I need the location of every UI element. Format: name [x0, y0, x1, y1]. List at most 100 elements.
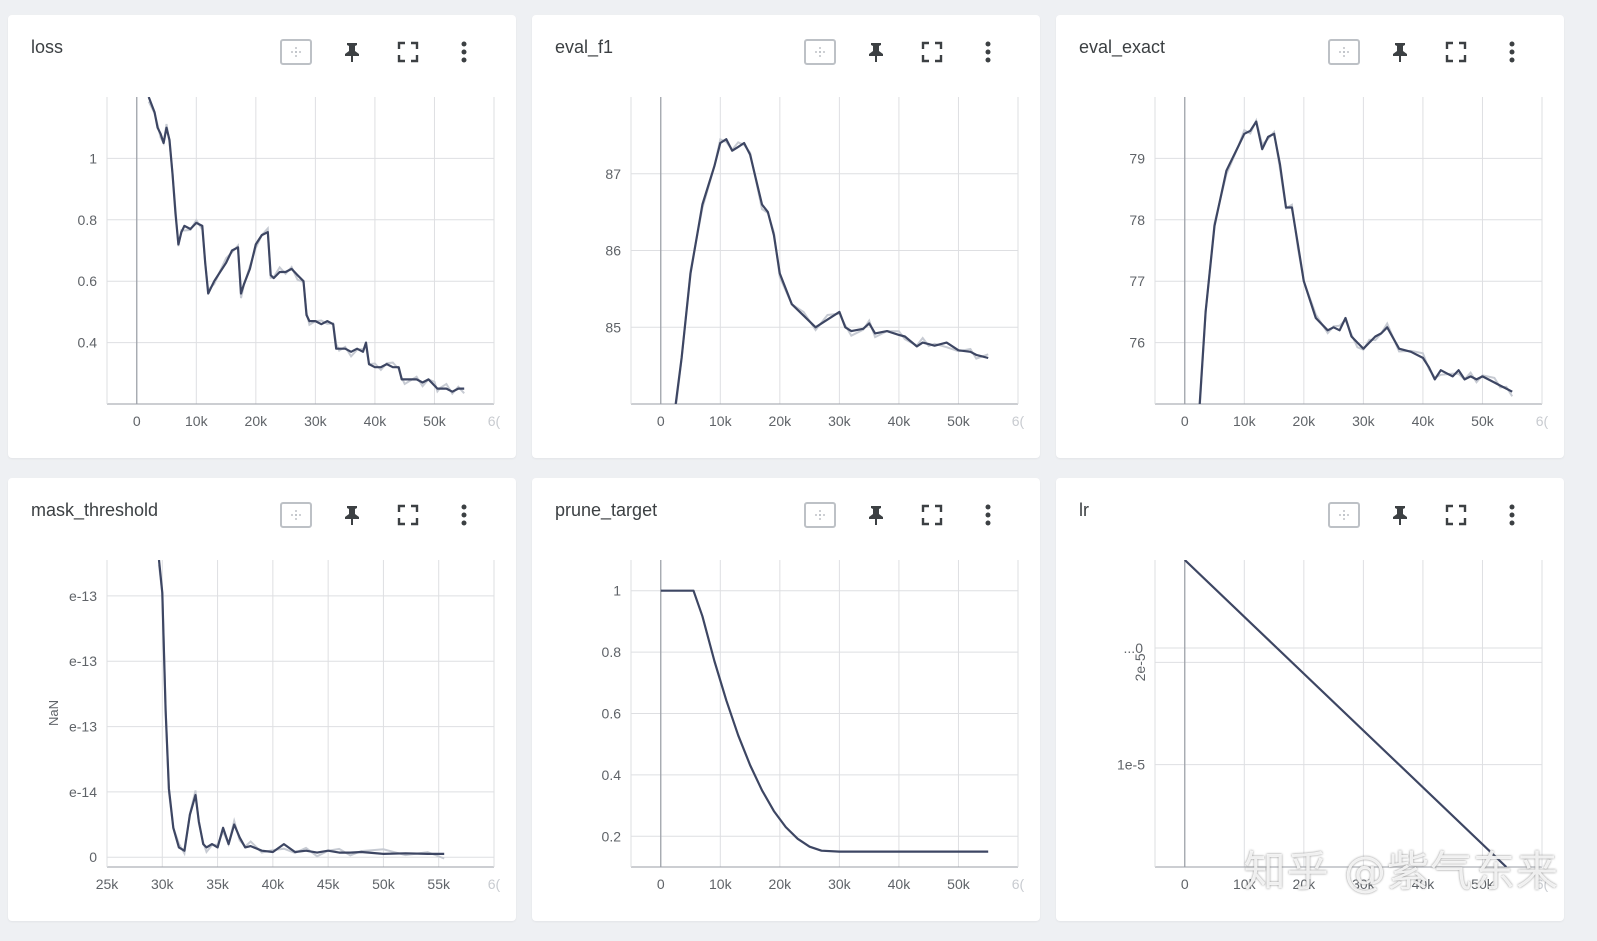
x-tick-label: 40k: [364, 413, 388, 429]
x-tick-label: 10k: [1233, 876, 1257, 892]
y-tick-label: 0.8: [78, 212, 98, 228]
x-tick-label: 40k: [1412, 413, 1436, 429]
smoothed-series-line: [157, 560, 445, 855]
fit-domain-icon[interactable]: [792, 37, 848, 67]
fit-domain-icon[interactable]: [1316, 500, 1372, 530]
raw-series-line: [1198, 117, 1514, 404]
pin-icon[interactable]: [848, 37, 904, 67]
watermark: 知乎 @紫气东来: [1243, 847, 1559, 896]
y-tick-label: 1e-5: [1117, 757, 1145, 773]
chart-plot[interactable]: 0 10k 20k 30k 40k 50k 6(1 0.8 0.6 0.4 0.2: [532, 478, 1040, 921]
smoothed-series-line: [660, 589, 989, 853]
x-tick-label: 30k: [304, 413, 328, 429]
x-tick-label: 40k: [888, 413, 912, 429]
raw-series-line: [158, 564, 445, 860]
chart-toolbar: [792, 500, 1016, 530]
more-vert-icon[interactable]: [960, 500, 1016, 530]
x-tick-label: 6(: [1012, 413, 1025, 429]
x-tick-label: 0: [1181, 413, 1189, 429]
x-tick-label: 20k: [245, 413, 269, 429]
chart-plot[interactable]: 0 10k 20k 30k 40k 50k 6(87 86 85: [532, 15, 1040, 458]
pin-icon[interactable]: [324, 37, 380, 67]
more-vert-icon[interactable]: [1484, 37, 1540, 67]
x-tick-label: 30k: [1352, 876, 1376, 892]
x-tick-label: 40k: [262, 876, 286, 892]
y-tick-label: 0.6: [78, 273, 98, 289]
x-tick-label: 50k: [423, 413, 447, 429]
y-tick-label: 76: [1129, 335, 1145, 351]
chart-plot[interactable]: 0 10k 20k 30k 40k 50k 6(2e-5 1e-5 ...0: [1056, 478, 1564, 921]
chart-toolbar: [268, 500, 492, 530]
x-tick-label: 50k: [947, 876, 971, 892]
x-tick-label: 40k: [888, 876, 912, 892]
chart-title: eval_exact: [1079, 37, 1166, 57]
y-tick-label: 2e-5: [1132, 653, 1148, 681]
more-vert-icon[interactable]: [436, 500, 492, 530]
pin-icon[interactable]: [324, 500, 380, 530]
x-tick-label: 25k: [96, 876, 120, 892]
x-tick-label: 6(: [1012, 876, 1025, 892]
x-tick-label: 0: [657, 876, 665, 892]
y-tick-label: 0.6: [602, 706, 622, 722]
chart-title: loss: [31, 37, 64, 57]
pin-icon[interactable]: [848, 500, 904, 530]
x-tick-label: 10k: [709, 413, 733, 429]
y-tick-label: ...0: [1124, 640, 1144, 656]
raw-series-line: [675, 138, 989, 404]
fit-domain-icon[interactable]: [268, 37, 324, 67]
y-tick-label: e-13: [69, 588, 97, 604]
pin-icon[interactable]: [1372, 37, 1428, 67]
fullscreen-icon[interactable]: [904, 37, 960, 67]
x-tick-label: 10k: [185, 413, 209, 429]
fit-domain-icon[interactable]: [268, 500, 324, 530]
x-tick-label: 20k: [1293, 876, 1317, 892]
y-tick-label: e-13: [69, 653, 97, 669]
chart-card: mask_threshold 25k 30k 35k 40k 45k 50k 55k 6(e-1…: [8, 478, 516, 921]
chart-toolbar: [1316, 500, 1540, 530]
chart-card: eval_f1 0 10k 20k 30k 40k 50k 6(87 86 85: [532, 15, 1040, 458]
chart-card: prune_target 0 10k 20k 30k 40k 50k 6(1 0.8 0.6 0.4…: [532, 478, 1040, 921]
more-vert-icon[interactable]: [436, 37, 492, 67]
smoothed-series-line: [147, 97, 465, 393]
chart-plot[interactable]: 0 10k 20k 30k 40k 50k 6(1 0.8 0.6 0.4: [8, 15, 516, 458]
chart-plot[interactable]: 0 10k 20k 30k 40k 50k 6(79 78 77 76: [1056, 15, 1564, 458]
smoothed-series-line: [674, 138, 989, 404]
pin-icon[interactable]: [1372, 500, 1428, 530]
x-tick-label: 20k: [1293, 413, 1317, 429]
x-tick-label: 40k: [1412, 876, 1436, 892]
fit-domain-icon[interactable]: [792, 500, 848, 530]
fullscreen-icon[interactable]: [380, 500, 436, 530]
fullscreen-icon[interactable]: [1428, 37, 1484, 67]
x-tick-label: 30k: [828, 876, 852, 892]
x-tick-label: 50k: [1471, 876, 1495, 892]
x-tick-label: 30k: [828, 413, 852, 429]
more-vert-icon[interactable]: [960, 37, 1016, 67]
fullscreen-icon[interactable]: [904, 500, 960, 530]
chart-toolbar: [1316, 37, 1540, 67]
x-tick-label: 45k: [317, 876, 341, 892]
x-tick-label: 10k: [1233, 413, 1257, 429]
x-tick-label: 0: [133, 413, 141, 429]
more-vert-icon[interactable]: [1484, 500, 1540, 530]
y-tick-label: 0.2: [602, 828, 622, 844]
y-tick-label: 78: [1129, 212, 1145, 228]
chart-toolbar: [268, 37, 492, 67]
x-tick-label: 6(: [1536, 413, 1549, 429]
y-tick-label: 0.8: [602, 644, 622, 660]
fullscreen-icon[interactable]: [380, 37, 436, 67]
y-tick-label: 1: [613, 583, 621, 599]
fit-domain-icon[interactable]: [1316, 37, 1372, 67]
x-tick-label: 30k: [151, 876, 175, 892]
y-tick-label: e-14: [69, 784, 97, 800]
y-tick-label: 0: [89, 849, 97, 865]
chart-plot[interactable]: 25k 30k 35k 40k 45k 50k 55k 6(e-13 e-13 e-13 e-14 0…: [8, 478, 516, 921]
x-tick-label: 20k: [769, 876, 793, 892]
y-tick-label: 85: [605, 319, 621, 335]
fullscreen-icon[interactable]: [1428, 500, 1484, 530]
x-tick-label: 35k: [206, 876, 230, 892]
x-tick-label: 6(: [1536, 876, 1549, 892]
chart-card: eval_exact 0 10k 20k 30k 40k 50k 6(79 78 77 76: [1056, 15, 1564, 458]
y-axis-label: NaN: [46, 700, 61, 726]
chart-title: lr: [1079, 500, 1089, 520]
x-tick-label: 50k: [947, 413, 971, 429]
